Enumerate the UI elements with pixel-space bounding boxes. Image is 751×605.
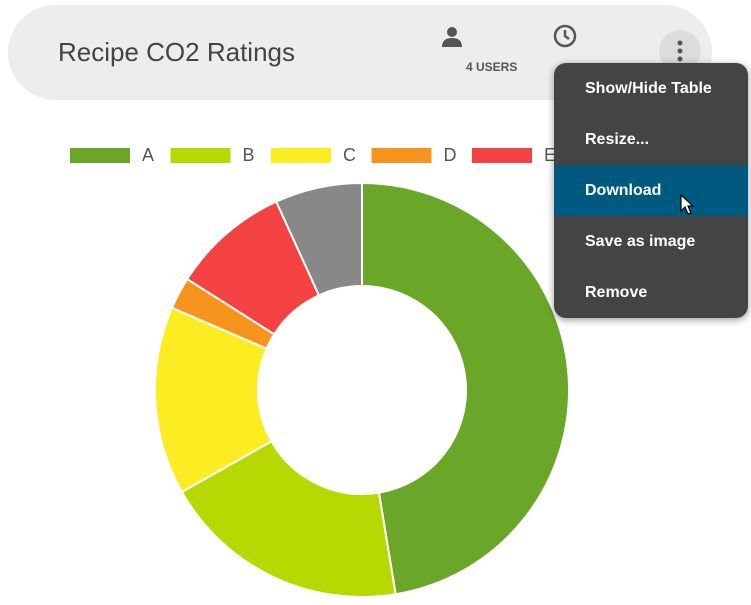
menu-item[interactable]: Download [554,165,748,216]
legend-label: A [142,145,154,165]
menu-item[interactable]: Remove [585,284,648,301]
legend-label: D [444,145,457,165]
legend-swatch [472,148,532,163]
context-menu: Show/Hide Table Resize... Download Save as … [554,63,748,318]
legend-swatch [371,148,432,163]
users-count: 4 USERS [466,60,518,74]
more-button[interactable] [658,29,702,73]
doughnut-segment [180,439,397,598]
mouse-cursor [680,194,695,215]
legend-label: B [243,145,255,165]
widget-title: Recipe CO2 Ratings [58,37,295,67]
legend-swatch [271,148,331,163]
legend-swatch [70,148,130,163]
legend-label: E [544,145,556,165]
legend-swatch [170,148,231,163]
doughnut-segment [361,181,570,596]
user-icon[interactable] [440,25,464,49]
clock-icon[interactable] [552,23,578,49]
doughnut-segment [274,181,363,297]
menu-item[interactable]: Save as image [585,233,696,250]
legend-label: C [343,145,356,165]
menu-item[interactable]: Show/Hide Table [585,80,712,97]
menu-item[interactable]: Resize... [585,131,650,148]
